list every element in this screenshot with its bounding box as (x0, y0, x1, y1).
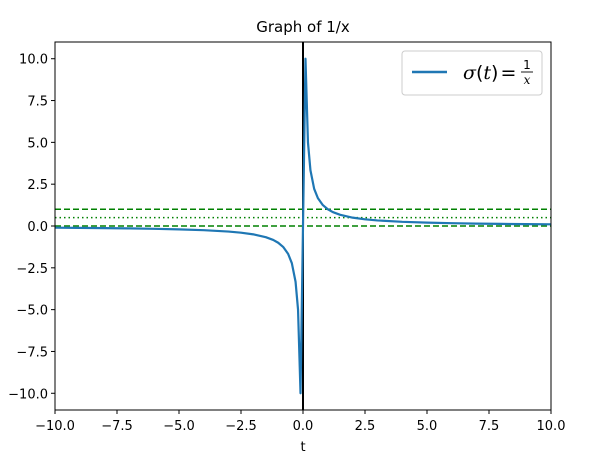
legend-fraction-denominator: x (524, 73, 531, 87)
legend-label: σ(t) = (463, 62, 516, 84)
legend-paren-close: ) (491, 62, 498, 84)
x-axis-title: t (300, 440, 305, 455)
legend-frame (401, 50, 543, 96)
y-tick-label: 2.5 (27, 178, 48, 193)
y-tick-label: −2.5 (16, 262, 48, 277)
x-tick-label: −5.0 (163, 419, 195, 434)
legend-t: t (483, 62, 491, 84)
y-tick-label: 10.0 (19, 53, 48, 68)
x-tick-label: −2.5 (225, 419, 257, 434)
y-tick-label: −7.5 (16, 345, 48, 360)
x-tick-label: 10.0 (537, 419, 566, 434)
legend-equals: = (500, 62, 516, 84)
x-tick-label: 7.5 (479, 419, 500, 434)
legend-fraction-numerator: 1 (523, 58, 531, 72)
y-tick-label: −10.0 (8, 387, 48, 402)
x-tick-label: −7.5 (101, 419, 133, 434)
y-tick-label: 5.0 (27, 136, 48, 151)
legend: σ(t) = 1 x (401, 50, 543, 96)
x-tick-label: 2.5 (355, 419, 376, 434)
x-tick-label: 5.0 (417, 419, 438, 434)
chart-title: Graph of 1/x (256, 18, 350, 36)
x-tick-label: −10.0 (35, 419, 75, 434)
x-tick-label: 0.0 (293, 419, 314, 434)
y-tick-label: 0.0 (27, 220, 48, 235)
y-tick-label: 7.5 (27, 95, 48, 110)
legend-paren-open: ( (476, 62, 483, 84)
legend-sigma: σ (463, 62, 477, 84)
y-tick-label: −5.0 (16, 304, 48, 319)
series-line-0 (55, 57, 551, 395)
